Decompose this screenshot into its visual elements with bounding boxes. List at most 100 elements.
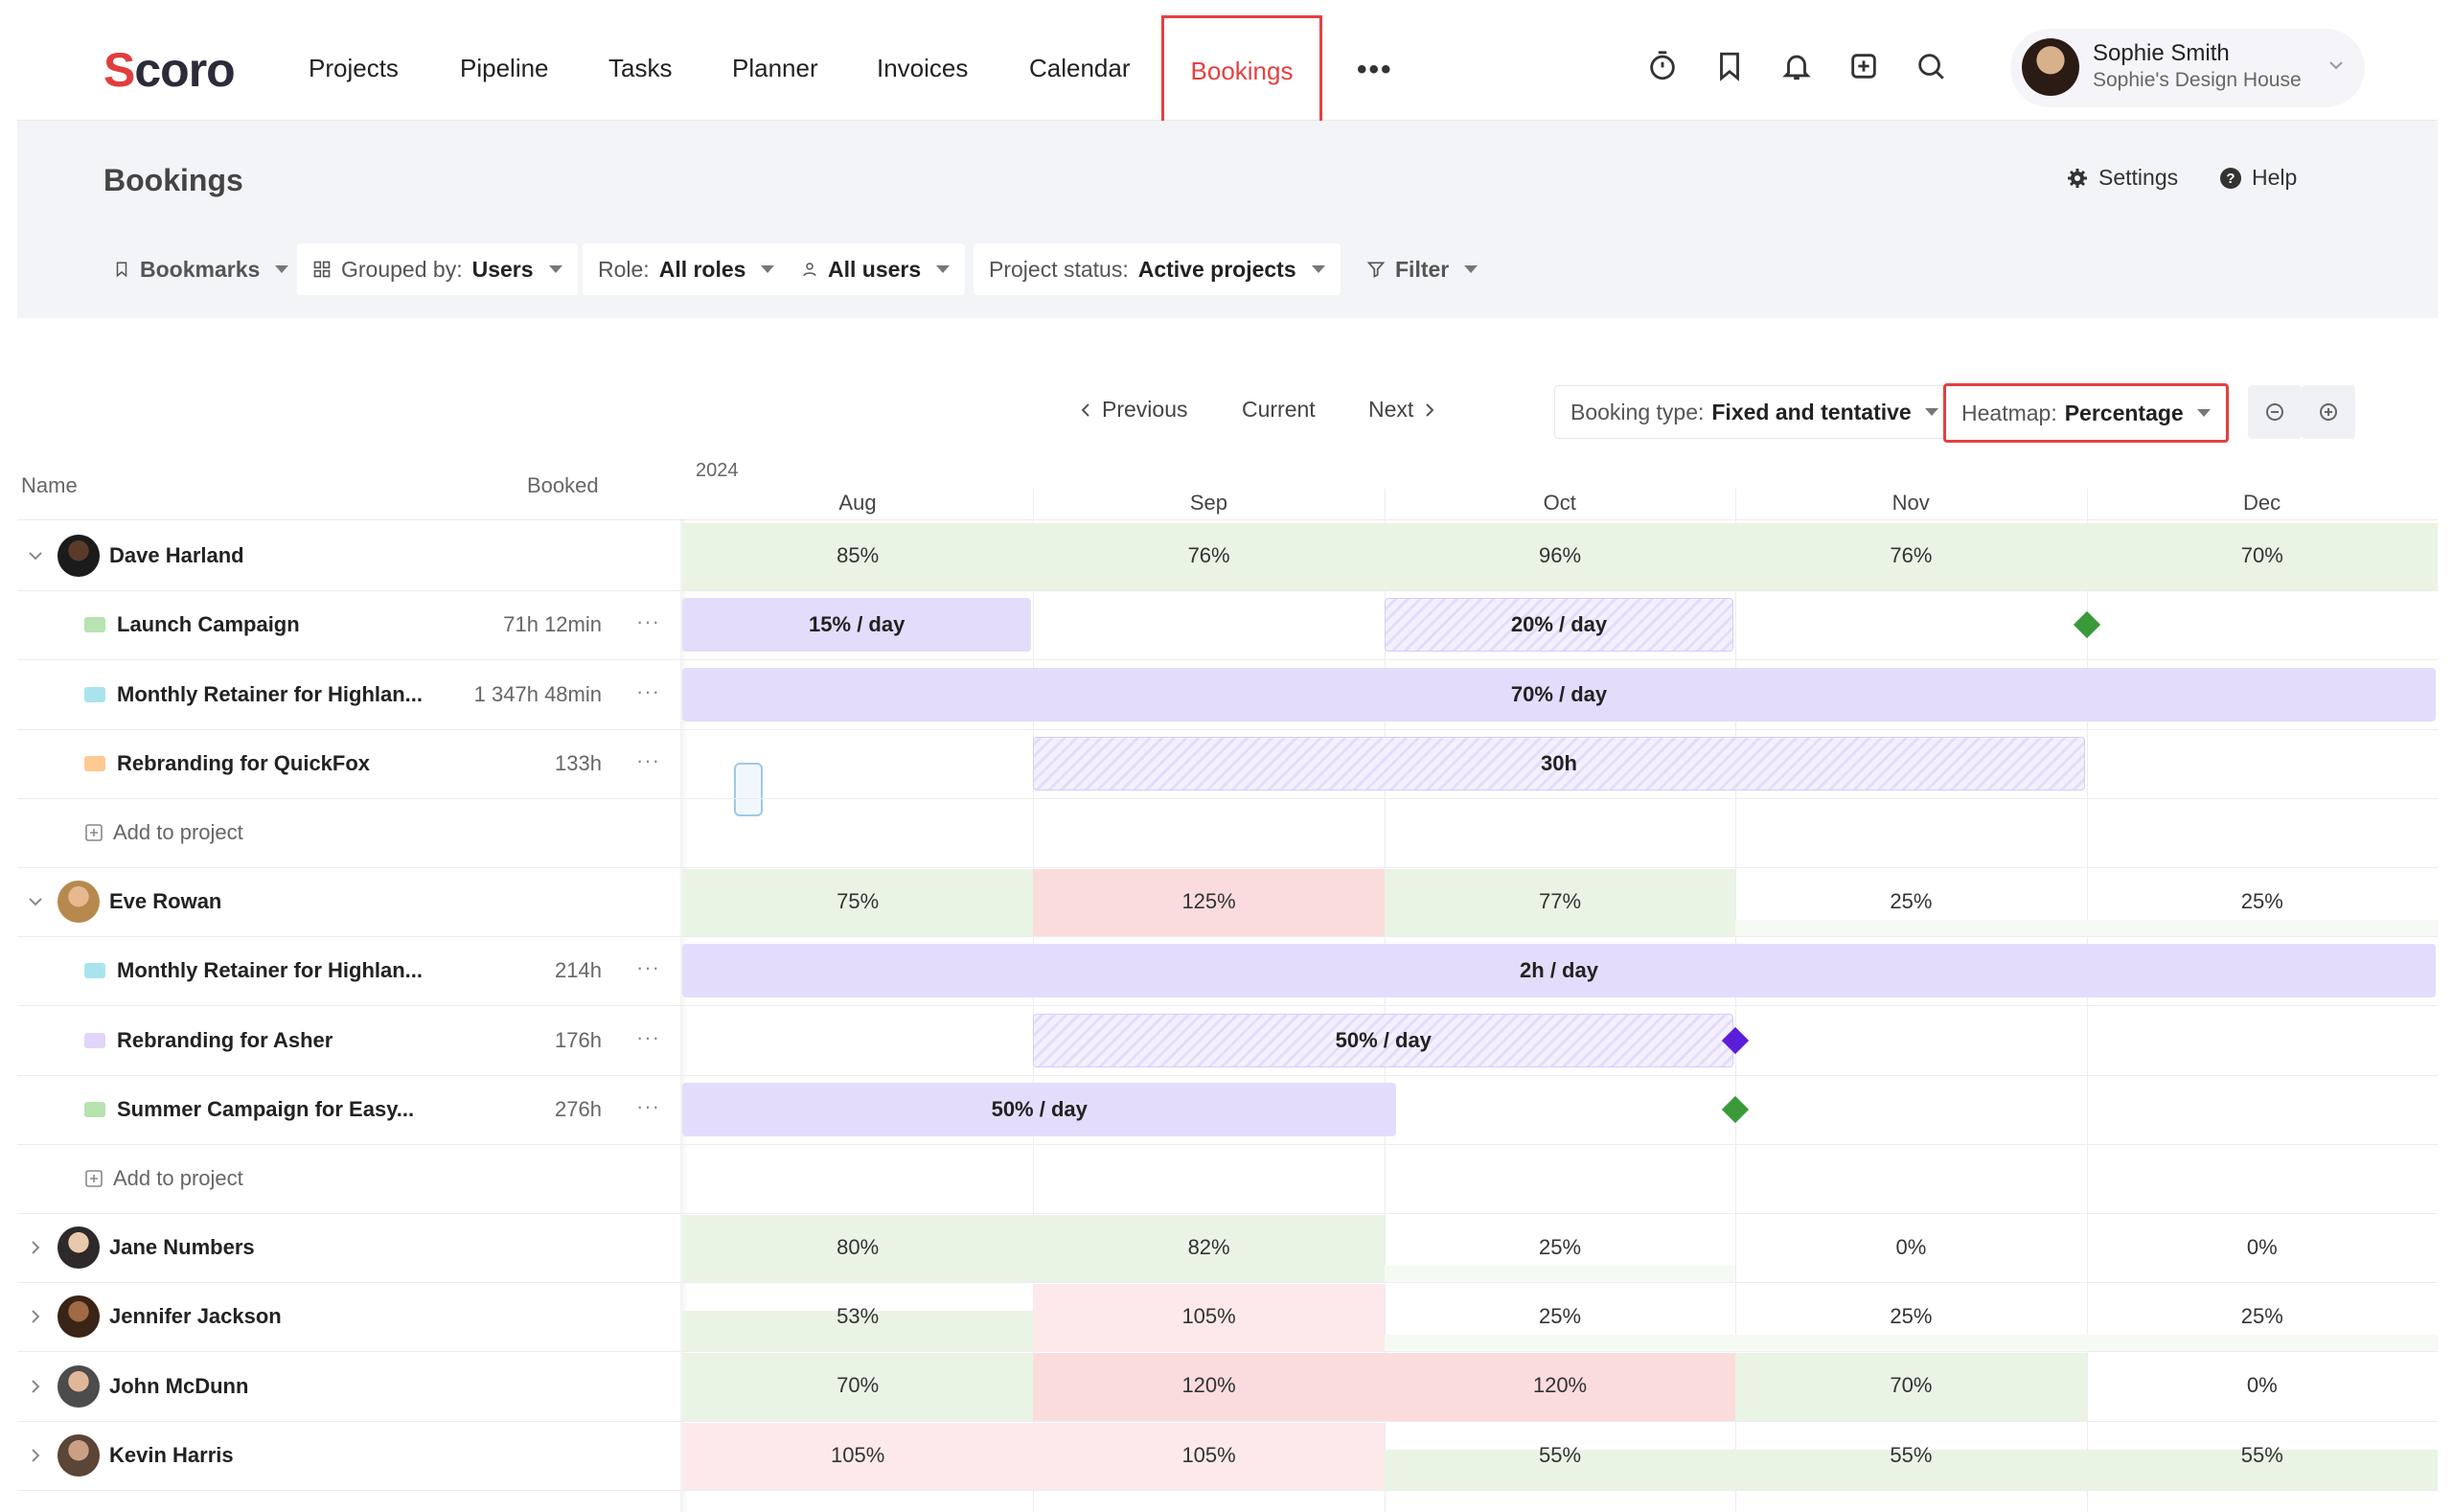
user-name[interactable]: John McDunn	[109, 1373, 249, 1398]
heatmap-cell[interactable]: 25%	[1538, 1235, 1582, 1260]
nav-projects[interactable]: Projects	[309, 54, 399, 82]
project-name[interactable]: Launch Campaign	[117, 612, 300, 637]
help-button[interactable]: ? Help	[2219, 165, 2297, 191]
current-button[interactable]: Current	[1242, 397, 1316, 423]
nav-tasks[interactable]: Tasks	[608, 54, 673, 82]
add-to-project-button[interactable]: Add to project	[84, 820, 243, 845]
add-icon[interactable]	[1847, 50, 1880, 82]
heatmap-cell[interactable]: 105%	[831, 1442, 885, 1467]
project-name[interactable]: Monthly Retainer for Highlan...	[117, 681, 424, 706]
previous-button[interactable]: Previous	[1079, 397, 1187, 423]
heatmap-cell[interactable]: 76%	[1187, 543, 1230, 568]
user-name[interactable]: Dave Harland	[109, 543, 244, 568]
heatmap-cell[interactable]: 85%	[837, 543, 880, 568]
heatmap-cell[interactable]: 25%	[2240, 889, 2283, 914]
user-name[interactable]: Kevin Harris	[109, 1442, 234, 1467]
more-icon[interactable]: ···	[636, 609, 660, 634]
search-icon[interactable]	[1914, 50, 1947, 82]
bell-icon[interactable]	[1780, 50, 1813, 82]
heatmap-cell[interactable]: 105%	[1181, 1442, 1236, 1467]
nav-planner[interactable]: Planner	[732, 54, 818, 82]
more-icon[interactable]: ···	[636, 955, 660, 980]
project-name[interactable]: Rebranding for Asher	[117, 1027, 333, 1052]
more-icon[interactable]: ···	[636, 1024, 660, 1049]
booking-bar[interactable]: 20% / day	[1384, 598, 1734, 653]
booked-column-header[interactable]: Booked	[527, 473, 599, 497]
heatmap-cell[interactable]: 55%	[1890, 1442, 1933, 1467]
chevron-down-icon[interactable]	[27, 547, 44, 564]
booking-bar[interactable]: 15% / day	[682, 598, 1032, 653]
heatmap-cell[interactable]: 0%	[2246, 1373, 2278, 1398]
booking-bar[interactable]: 50% / day	[1033, 1013, 1734, 1067]
booking-bar[interactable]: 2h / day	[682, 944, 2436, 998]
bookmarks-dropdown[interactable]: Bookmarks	[98, 243, 304, 295]
project-name[interactable]: Summer Campaign for Easy...	[117, 1096, 415, 1121]
user-avatar	[57, 1364, 100, 1408]
filter-dropdown[interactable]: Filter	[1351, 243, 1493, 295]
booking-drag-handle[interactable]	[734, 763, 763, 816]
zoom-in-button[interactable]	[2302, 385, 2355, 439]
chevron-right-icon[interactable]	[27, 1378, 44, 1395]
heatmap-cell[interactable]: 55%	[2240, 1442, 2283, 1467]
users-dropdown[interactable]: All users	[786, 243, 966, 295]
project-name[interactable]: Monthly Retainer for Highlan...	[117, 958, 424, 983]
heatmap-cell[interactable]: 70%	[837, 1373, 880, 1398]
chevron-right-icon[interactable]	[27, 1308, 44, 1325]
heatmap-cell[interactable]: 25%	[1538, 1304, 1582, 1329]
heatmap-cell[interactable]: 125%	[1181, 889, 1236, 914]
chevron-right-icon[interactable]	[27, 1239, 44, 1256]
heatmap-cell[interactable]: 80%	[837, 1235, 880, 1260]
heatmap-cell[interactable]: 120%	[1181, 1373, 1236, 1398]
heatmap-cell[interactable]: 0%	[1895, 1235, 1927, 1260]
row-divider	[17, 1213, 2438, 1214]
user-name[interactable]: Jane Numbers	[109, 1235, 255, 1260]
heatmap-cell[interactable]: 53%	[837, 1304, 880, 1329]
chevron-right-icon[interactable]	[27, 1447, 44, 1464]
zoom-out-button[interactable]	[2248, 385, 2302, 439]
heatmap-cell[interactable]: 75%	[837, 889, 880, 914]
user-name[interactable]: Eve Rowan	[109, 889, 222, 914]
grouped-by-dropdown[interactable]: Grouped by: Users	[297, 243, 578, 295]
heatmap-cell[interactable]: 77%	[1538, 889, 1582, 914]
heatmap-dropdown[interactable]: Heatmap: Percentage	[1943, 383, 2229, 443]
name-column-header[interactable]: Name	[21, 473, 78, 497]
heatmap-cell[interactable]: 25%	[1890, 889, 1933, 914]
more-icon[interactable]: ···	[636, 747, 660, 772]
booking-bar[interactable]: 30h	[1033, 736, 2085, 790]
heatmap-cell[interactable]: 82%	[1187, 1235, 1230, 1260]
heatmap-cell[interactable]: 96%	[1538, 543, 1582, 568]
project-status-dropdown[interactable]: Project status: Active projects	[974, 243, 1341, 295]
nav-invoices[interactable]: Invoices	[877, 54, 969, 82]
user-name[interactable]: Jennifer Jackson	[109, 1304, 282, 1329]
heatmap-cell[interactable]: 25%	[1890, 1304, 1933, 1329]
more-icon[interactable]: ···	[636, 678, 660, 703]
heatmap-cell[interactable]: 76%	[1890, 543, 1933, 568]
project-name[interactable]: Rebranding for QuickFox	[117, 750, 371, 775]
settings-button[interactable]: Settings	[2066, 165, 2178, 191]
milestone-icon[interactable]	[1722, 1095, 1750, 1123]
nav-calendar[interactable]: Calendar	[1029, 54, 1131, 82]
heatmap-cell[interactable]: 25%	[2240, 1304, 2283, 1329]
next-button[interactable]: Next	[1368, 397, 1436, 423]
more-icon[interactable]: ···	[636, 1093, 660, 1118]
timer-icon[interactable]	[1646, 50, 1679, 82]
add-to-project-button[interactable]: Add to project	[84, 1166, 243, 1191]
role-dropdown[interactable]: Role: All roles	[583, 243, 791, 295]
heatmap-cell[interactable]: 105%	[1181, 1304, 1236, 1329]
booking-bar[interactable]: 50% / day	[682, 1082, 1397, 1136]
heatmap-cell[interactable]: 0%	[2246, 1235, 2278, 1260]
heatmap-fill	[1033, 1353, 1385, 1421]
chevron-down-icon[interactable]	[27, 893, 44, 910]
booking-bar[interactable]: 70% / day	[682, 667, 2436, 722]
heatmap-cell[interactable]: 70%	[2240, 543, 2283, 568]
nav-pipeline[interactable]: Pipeline	[460, 54, 549, 82]
more-icon[interactable]: •••	[1357, 54, 1393, 85]
heatmap-cell[interactable]: 70%	[1890, 1373, 1933, 1398]
scoro-logo[interactable]: Scoro	[103, 43, 236, 97]
heatmap-cell[interactable]: 55%	[1538, 1442, 1582, 1467]
booking-type-dropdown[interactable]: Booking type: Fixed and tentative	[1554, 385, 1955, 439]
bookmark-icon[interactable]	[1713, 50, 1746, 82]
nav-bookings[interactable]: Bookings	[1161, 15, 1322, 121]
heatmap-cell[interactable]: 120%	[1532, 1373, 1588, 1398]
milestone-icon[interactable]	[2073, 611, 2100, 639]
